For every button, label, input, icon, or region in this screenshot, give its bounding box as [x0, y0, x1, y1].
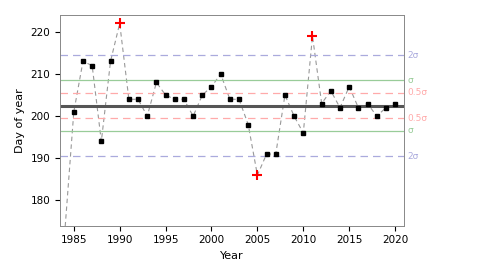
- Text: 0.5σ: 0.5σ: [407, 89, 427, 97]
- Text: σ: σ: [407, 126, 413, 136]
- Text: 2σ: 2σ: [407, 51, 418, 60]
- Text: 2σ: 2σ: [407, 152, 418, 161]
- Y-axis label: Day of year: Day of year: [15, 88, 25, 153]
- X-axis label: Year: Year: [220, 251, 244, 261]
- Text: 0.5σ: 0.5σ: [407, 114, 427, 123]
- Text: σ: σ: [407, 76, 413, 85]
